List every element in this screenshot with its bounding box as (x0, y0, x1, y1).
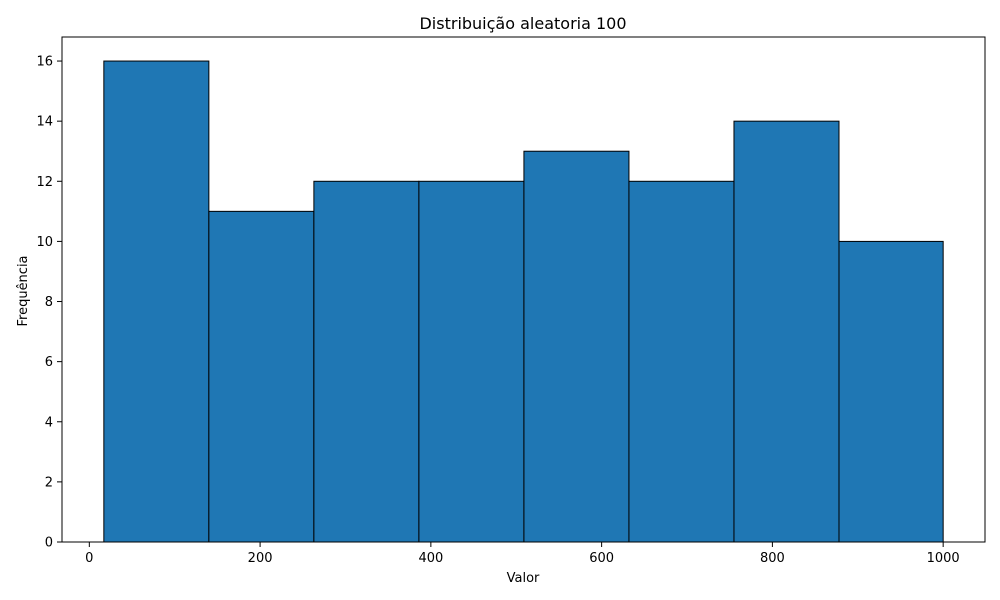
y-tick-label: 0 (45, 536, 53, 551)
x-tick-label: 0 (85, 551, 93, 566)
chart-title: Distribuição aleatoria 100 (419, 14, 626, 33)
histogram-bar-6 (628, 180, 735, 543)
histogram-bar-2 (208, 210, 315, 543)
y-tick-label: 8 (45, 295, 53, 310)
y-tick-label: 16 (36, 55, 53, 70)
x-axis-label: Valor (507, 571, 540, 586)
histogram-bar-7 (733, 120, 840, 543)
x-tick-label: 600 (589, 551, 614, 566)
y-tick-label: 14 (36, 115, 53, 130)
histogram-bar-3 (313, 180, 420, 543)
y-tick-label: 2 (45, 475, 53, 490)
histogram-bar-8 (838, 240, 944, 543)
x-tick-label: 1000 (927, 551, 960, 566)
y-tick-label: 6 (45, 355, 53, 370)
plot-frame (61, 36, 986, 543)
y-tick-label: 4 (45, 415, 53, 430)
histogram-bar-5 (523, 150, 630, 543)
x-tick-label: 800 (760, 551, 785, 566)
x-tick-label: 400 (418, 551, 443, 566)
histogram-bar-4 (418, 180, 525, 543)
y-tick-label: 12 (36, 175, 53, 190)
y-ticks-layer: 0 2 4 6 8 10 12 14 16 (36, 55, 62, 551)
y-axis-label: Frequência (16, 255, 31, 326)
bars-layer (103, 60, 944, 543)
y-tick-label: 10 (36, 235, 53, 250)
x-ticks-layer: 0 200 400 600 800 1000 (85, 542, 960, 566)
x-tick-label: 200 (248, 551, 273, 566)
histogram-bar-1 (103, 60, 210, 543)
